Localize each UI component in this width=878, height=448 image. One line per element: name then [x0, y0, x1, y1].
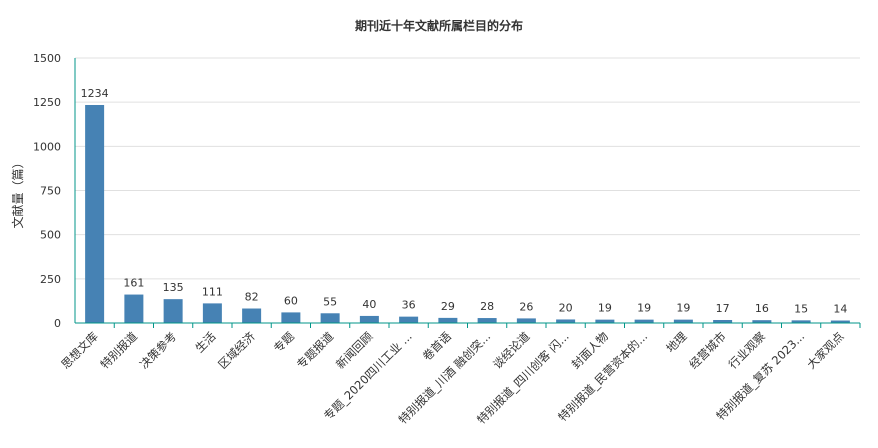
x-tick-label: 专题报道	[294, 329, 337, 372]
bar	[791, 320, 811, 323]
data-label: 111	[202, 285, 223, 298]
y-tick-label: 250	[40, 273, 61, 286]
x-tick-label: 卷首语	[420, 329, 455, 364]
y-axis-ticks: 0 250 500 750 1000 1250 1500	[33, 52, 61, 330]
chart-title: 期刊近十年文献所属栏目的分布	[354, 19, 523, 33]
x-tick-label: 思想文库	[58, 329, 100, 371]
x-tick-label: 经营城市	[686, 329, 728, 371]
x-tick-label: 生活	[192, 329, 218, 355]
data-label: 40	[362, 298, 376, 311]
bar	[242, 308, 262, 323]
bar	[163, 299, 183, 323]
y-tick-label: 750	[40, 185, 61, 198]
gridlines	[75, 57, 860, 280]
data-label: 28	[480, 300, 494, 313]
data-label: 19	[598, 302, 612, 315]
data-label: 16	[755, 302, 769, 315]
data-label: 36	[402, 299, 416, 312]
data-label: 29	[441, 300, 455, 313]
data-label: 60	[284, 294, 298, 307]
data-label: 19	[676, 302, 690, 315]
x-tick-label: 特别报道	[98, 329, 141, 372]
bar	[634, 319, 654, 323]
data-label: 82	[245, 291, 259, 304]
bar	[516, 318, 536, 323]
y-tick-label: 1500	[33, 52, 61, 65]
bar	[320, 313, 340, 323]
y-tick-label: 1250	[33, 96, 61, 109]
data-label: 1234	[81, 87, 109, 100]
x-tick-label: 专题	[271, 329, 298, 356]
bar	[595, 319, 615, 323]
bar	[556, 319, 576, 323]
data-label: 17	[716, 302, 730, 315]
bars	[85, 104, 850, 323]
bar	[752, 320, 772, 323]
y-tick-label: 0	[54, 317, 61, 330]
bar	[830, 320, 850, 323]
data-label: 55	[323, 295, 337, 308]
bar	[438, 317, 458, 323]
y-tick-label: 500	[40, 229, 61, 242]
x-tick-label: 决策参考	[137, 329, 179, 371]
value-labels: 1234 161 135 111 82 60 55 40 36 29 28 26 20 19 19 19 17 1…	[81, 87, 848, 316]
data-label: 161	[123, 277, 144, 290]
data-label: 135	[163, 281, 184, 294]
x-tick-label: 区域经济	[215, 329, 258, 372]
data-label: 15	[794, 302, 808, 315]
bar	[202, 303, 222, 323]
bar	[399, 316, 419, 323]
bar	[281, 312, 301, 323]
bar	[477, 318, 497, 323]
bar	[124, 294, 144, 323]
data-label: 26	[519, 300, 533, 313]
bar	[713, 319, 733, 323]
data-label: 14	[833, 303, 847, 316]
data-label: 20	[559, 301, 573, 314]
bar	[85, 104, 105, 323]
y-tick-label: 1000	[33, 140, 61, 153]
bar	[359, 315, 379, 323]
bar	[673, 319, 693, 323]
x-tick-label: 地理	[663, 329, 690, 356]
x-tick-label: 大家观点	[804, 329, 846, 371]
data-label: 19	[637, 302, 651, 315]
y-axis-label: 文献量（篇）	[10, 156, 25, 228]
